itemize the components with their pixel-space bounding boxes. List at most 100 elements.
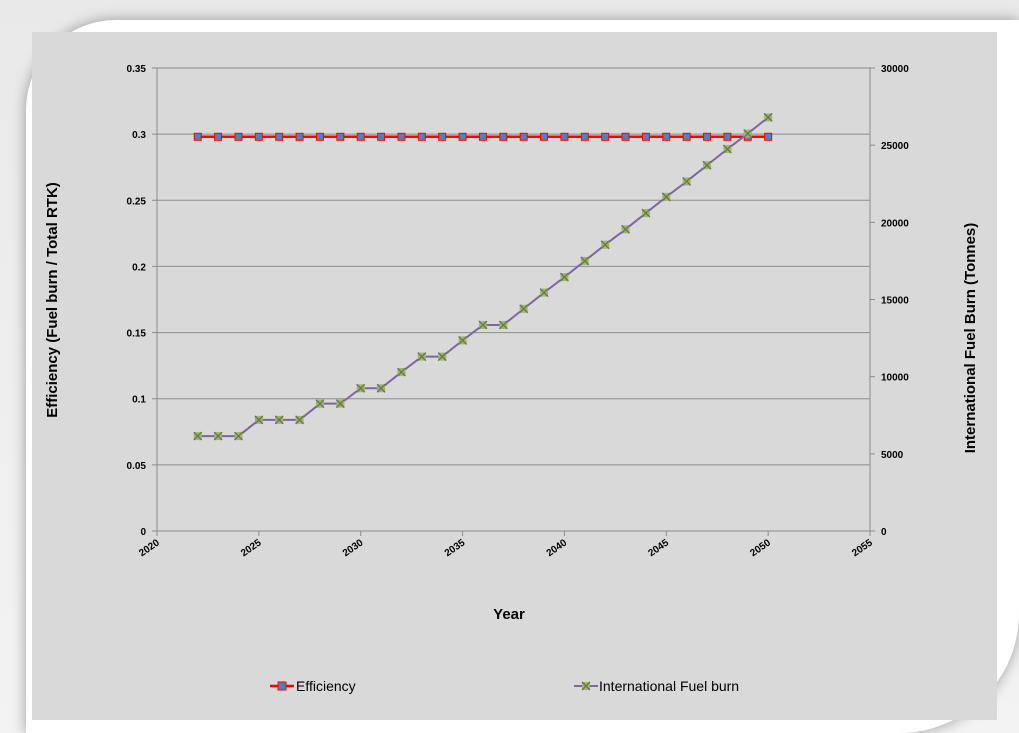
x-tick-label: 2055 [850,537,875,559]
x-tick-label: 2040 [545,537,570,559]
y2-tick-label: 0 [881,527,887,538]
data-point [438,132,447,141]
legend: Efficiency International Fuel burn [270,678,739,694]
data-point [743,129,753,139]
data-point [417,132,426,141]
legend-item-efficiency: Efficiency [270,678,356,694]
data-point [335,399,345,409]
y-tick-label: 0.2 [132,262,146,273]
y-tick-label: 0.15 [127,329,147,340]
data-point [295,415,305,425]
data-point [213,431,223,441]
data-point [641,208,651,218]
y2-tick-label: 25000 [881,141,909,152]
data-point [498,320,508,330]
y2-tick-label: 20000 [881,218,909,229]
data-point [274,415,284,425]
data-point [540,132,549,141]
data-point [764,132,773,141]
y2-tick-label: 10000 [881,373,909,384]
y2-tick-label: 5000 [881,450,904,461]
data-point [478,132,487,141]
data-point [682,176,692,186]
x-tick-label: 2020 [137,537,162,559]
x-tick-label: 2035 [443,537,468,559]
legend-fuel-burn-label: International Fuel burn [599,678,739,694]
y-tick-label: 0.05 [127,461,147,472]
y2-tick-label: 15000 [881,296,909,307]
data-point [499,132,508,141]
y2-tick-label: 30000 [881,64,909,75]
data-point [662,132,671,141]
data-point [336,132,345,141]
data-point [703,132,712,141]
data-point [376,383,386,393]
data-point [519,132,528,141]
y-axis-title: Efficiency (Fuel burn / Total RTK) [44,182,61,418]
data-point [580,132,589,141]
data-point [437,352,447,362]
data-point [722,144,732,154]
data-point [458,132,467,141]
data-point [661,192,671,202]
gridlines [157,67,870,466]
data-point [580,256,590,266]
data-point [214,132,223,141]
data-point [539,288,549,298]
data-point [601,132,610,141]
legend-fuel-burn-marker [581,681,591,691]
x-tick-label: 2030 [341,537,366,559]
data-point [396,367,406,377]
data-point [397,132,406,141]
x-tick-label: 2050 [748,537,773,559]
y-tick-label: 0.1 [132,395,146,406]
legend-item-fuel-burn: International Fuel burn [574,678,739,694]
data-point [621,132,630,141]
data-point [234,132,243,141]
data-point [275,132,284,141]
right-axis-ticks: 0 5000 10000 15000 20000 25000 30000 [870,64,909,538]
data-point [315,399,325,409]
y-tick-label: 0 [140,527,146,538]
data-point [559,272,569,282]
data-point [356,383,366,393]
data-point [254,132,263,141]
left-axis-ticks: 0 0.05 0.1 0.15 0.2 0.25 0.3 0.35 [127,64,157,538]
series [193,112,773,441]
chart-area [32,32,997,720]
legend-efficiency-label: Efficiency [296,678,356,694]
data-point [621,224,631,234]
data-point [315,132,324,141]
data-point [295,132,304,141]
data-point [193,431,203,441]
x-axis-ticks: 2020 2025 2030 2035 2040 2045 2050 2055 [137,531,875,559]
x-tick-label: 2045 [646,537,671,559]
data-point [723,132,732,141]
data-point [682,132,691,141]
data-point [356,132,365,141]
data-point [600,240,610,250]
y2-axis-title: International Fuel Burn (Tonnes) [962,223,979,454]
data-point [478,320,488,330]
data-point [234,431,243,441]
series-line [197,116,769,438]
y-tick-label: 0.25 [127,196,147,207]
data-point [254,415,264,425]
y-tick-label: 0.35 [127,64,147,75]
data-point [702,160,712,170]
data-point [458,335,468,345]
series-efficiency [193,132,773,141]
x-tick-label: 2025 [239,537,264,559]
data-point [641,132,650,141]
series-fuel-burn [193,112,773,441]
data-point [560,132,569,141]
data-point [193,132,202,141]
data-point [763,112,773,122]
x-axis-title: Year [493,606,525,623]
data-point [417,352,427,362]
y-tick-label: 0.3 [132,130,146,141]
legend-efficiency-marker [277,681,287,691]
data-point [519,304,529,314]
data-point [377,132,386,141]
